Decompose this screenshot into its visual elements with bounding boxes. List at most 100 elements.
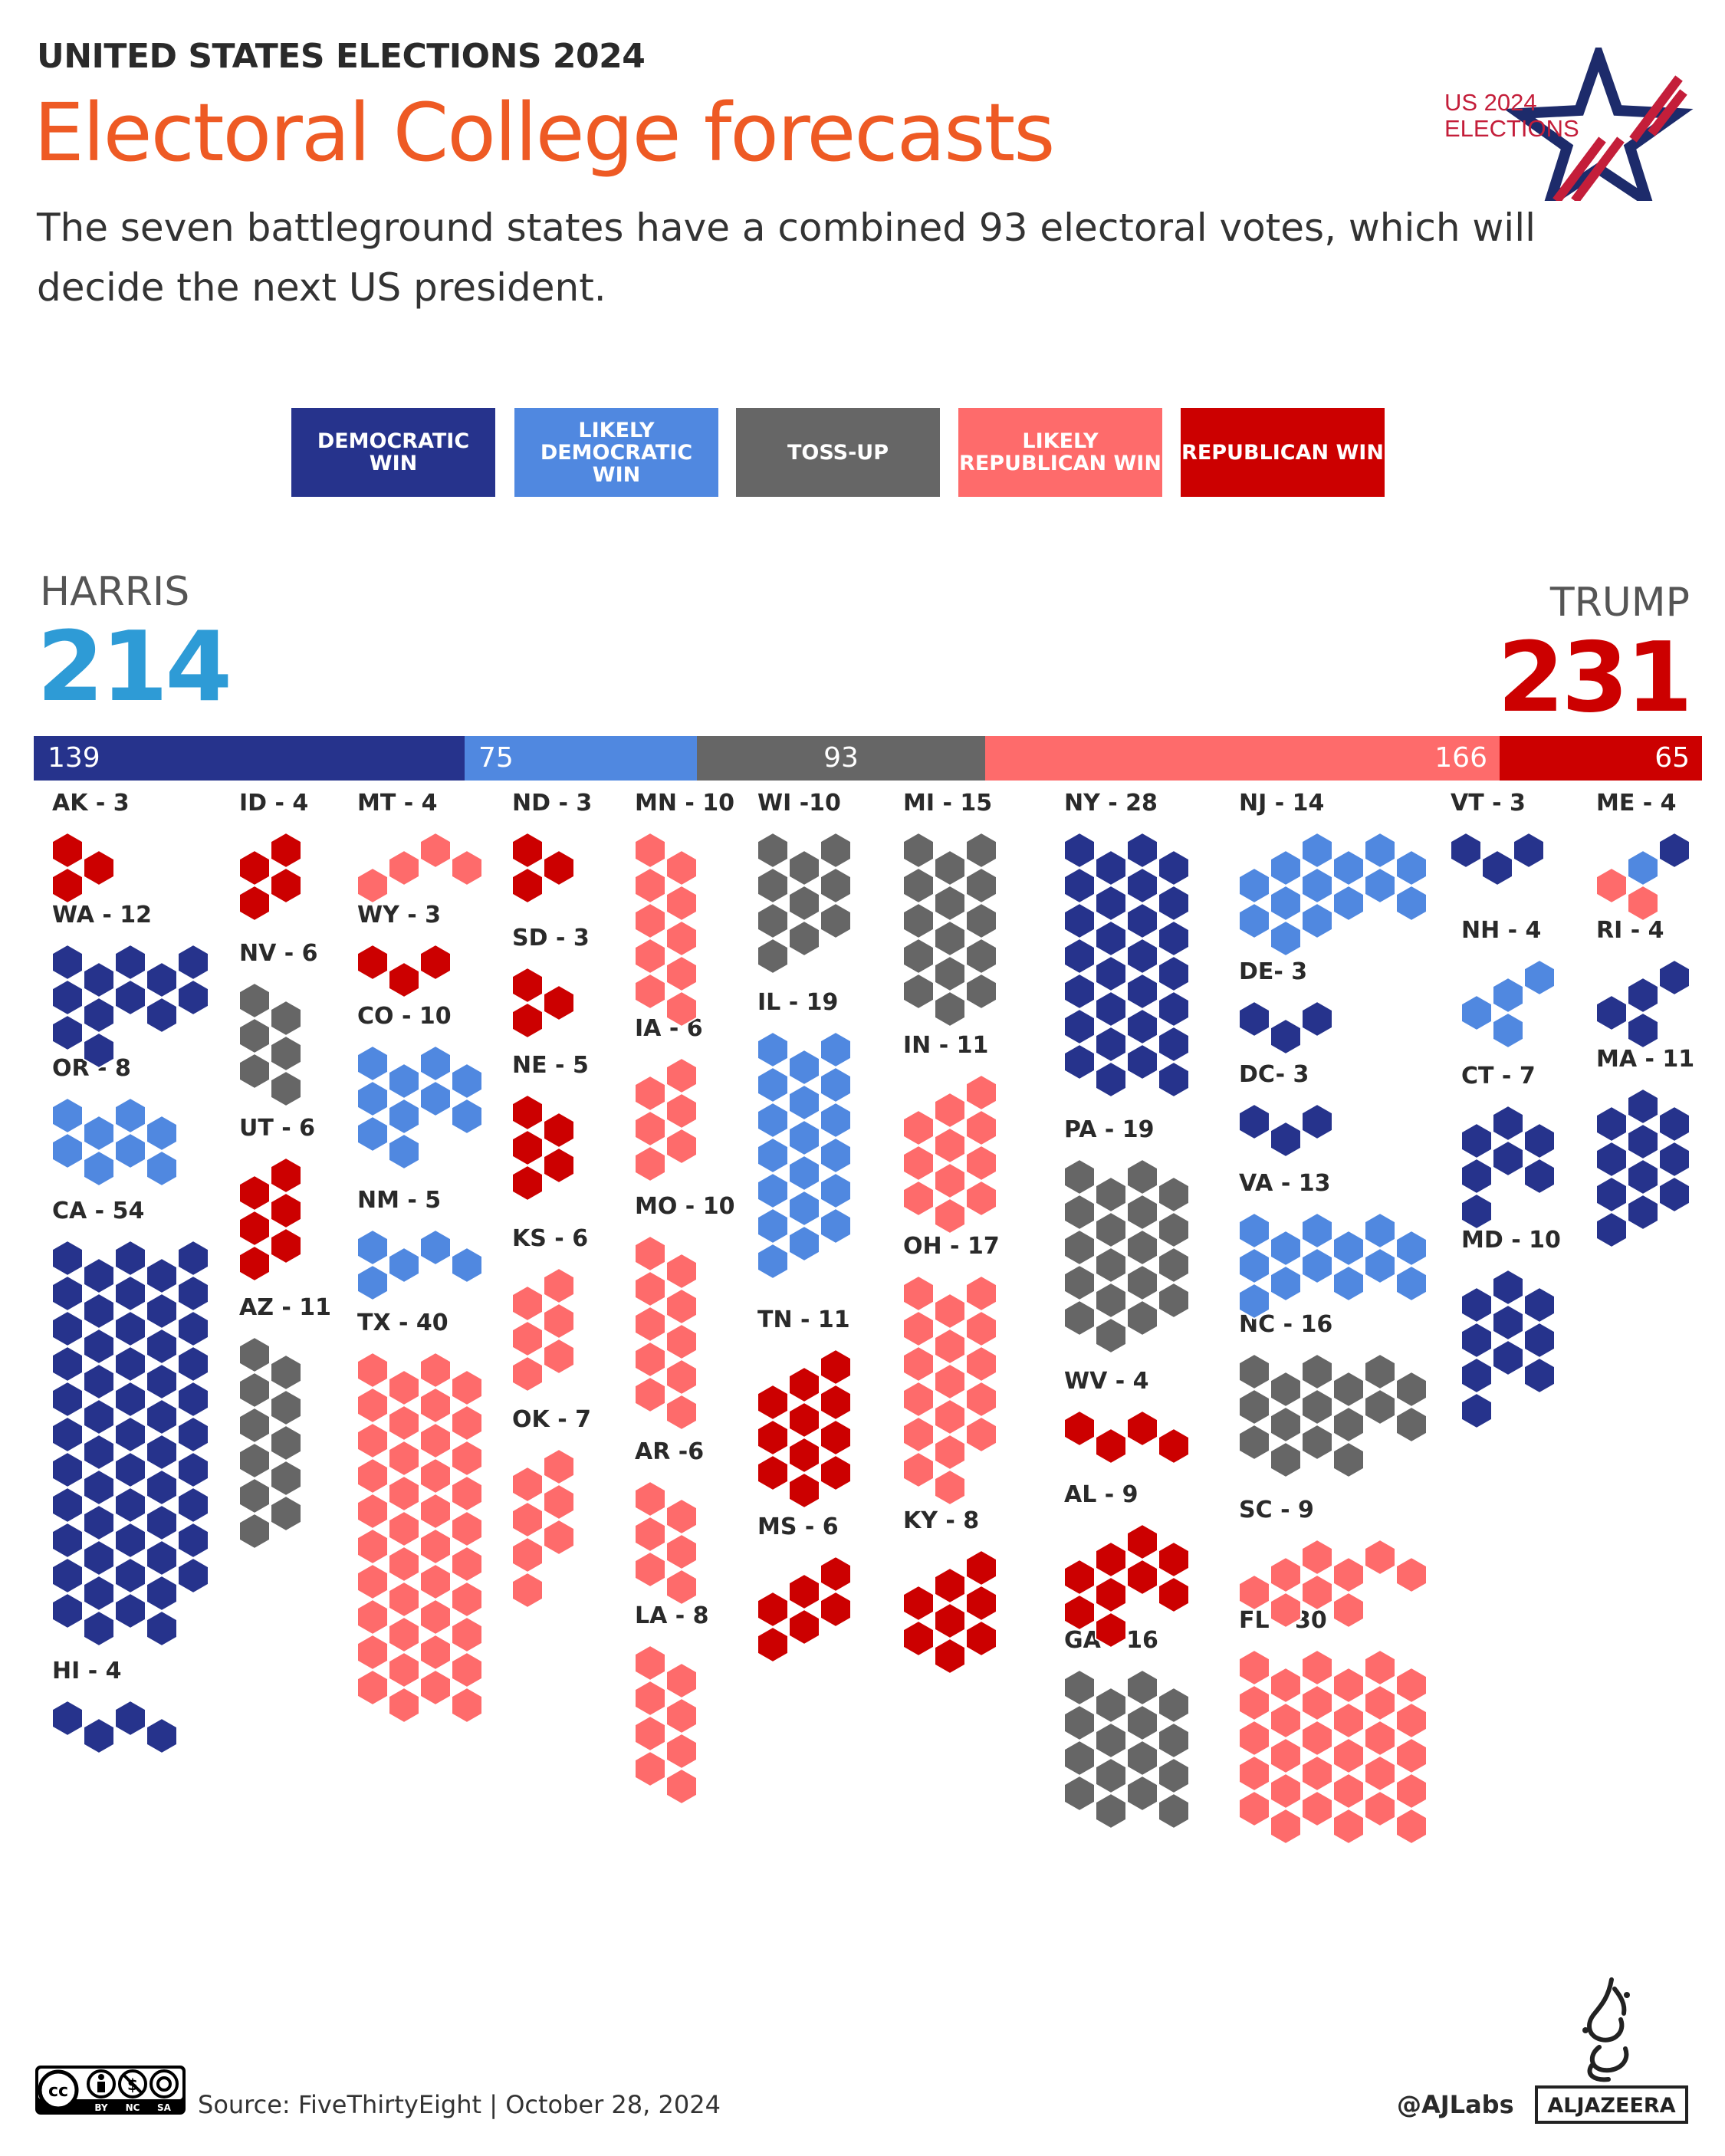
hex-mo — [634, 1270, 666, 1308]
hex-tx — [356, 1457, 389, 1495]
hex-ct — [1492, 1139, 1524, 1178]
state-hexes-mt — [356, 831, 483, 905]
hex-nm — [419, 1228, 452, 1267]
hex-fl — [1364, 1754, 1396, 1793]
hex-ok — [543, 1448, 575, 1486]
harris-name: HARRIS — [40, 569, 190, 615]
hex-az — [270, 1459, 302, 1497]
state-label-in: IN - 11 — [903, 1032, 989, 1059]
hex-tx — [388, 1510, 420, 1548]
hex-ny — [1063, 1043, 1096, 1081]
state-label-me: ME - 4 — [1596, 790, 1677, 817]
hex-wi — [820, 831, 852, 869]
hex-ca — [83, 1257, 115, 1295]
hex-tx — [388, 1686, 420, 1724]
hex-md — [1523, 1286, 1556, 1324]
hex-ks — [543, 1267, 575, 1305]
hex-sc — [1332, 1591, 1365, 1629]
hex-tx — [356, 1527, 389, 1566]
state-hexes-nv — [238, 981, 302, 1108]
hex-ny — [1126, 902, 1158, 940]
hex-ut — [270, 1156, 302, 1195]
hex-fl — [1332, 1772, 1365, 1810]
hex-al — [1095, 1611, 1127, 1649]
hex-vt — [1450, 831, 1482, 869]
hex-pa — [1095, 1281, 1127, 1320]
hex-ia — [665, 1092, 698, 1130]
state-label-nh: NH - 4 — [1461, 917, 1542, 944]
hex-ga — [1126, 1739, 1158, 1777]
hex-pa — [1158, 1246, 1190, 1284]
hex-ms — [820, 1590, 852, 1629]
hex-il — [820, 1101, 852, 1139]
hex-il — [820, 1030, 852, 1069]
hex-il — [757, 1172, 789, 1210]
state-hexes-nm — [356, 1228, 483, 1302]
hex-ca — [51, 1486, 84, 1524]
hex-pa — [1126, 1264, 1158, 1302]
hex-nc — [1395, 1370, 1428, 1408]
state-hexes-tx — [356, 1351, 483, 1724]
hex-ca — [177, 1451, 209, 1489]
state-hexes-ut — [238, 1156, 302, 1283]
hex-fl — [1395, 1807, 1428, 1845]
state-hexes-in — [902, 1073, 997, 1235]
hex-az — [238, 1477, 271, 1515]
hex-ca — [146, 1504, 178, 1542]
hex-oh — [902, 1310, 935, 1348]
state-hexes-sc — [1238, 1538, 1428, 1629]
hex-va — [1332, 1229, 1365, 1267]
hex-oh — [934, 1468, 966, 1507]
state-hexes-ct — [1460, 1104, 1556, 1231]
hex-me — [1627, 884, 1659, 922]
hex-fl — [1364, 1648, 1396, 1687]
hex-ca — [146, 1539, 178, 1577]
hex-ny — [1095, 884, 1127, 922]
hex-az — [270, 1494, 302, 1533]
hex-pa — [1063, 1193, 1096, 1231]
hex-oh — [965, 1310, 997, 1348]
hex-nj — [1332, 849, 1365, 887]
hex-ga — [1126, 1704, 1158, 1742]
hex-ms — [757, 1625, 789, 1664]
hex-fl — [1364, 1719, 1396, 1757]
hex-il — [757, 1066, 789, 1104]
hex-ny — [1158, 849, 1190, 887]
hex-il — [788, 1083, 820, 1122]
hex-tx — [356, 1668, 389, 1707]
hex-nj — [1364, 831, 1396, 869]
hex-mo — [665, 1323, 698, 1361]
hex-mi — [902, 972, 935, 1011]
hex-vt — [1513, 831, 1545, 869]
hex-tx — [388, 1580, 420, 1619]
hex-tx — [419, 1598, 452, 1636]
hex-or — [51, 1096, 84, 1135]
hex-fl — [1301, 1719, 1333, 1757]
hex-ny — [1063, 1007, 1096, 1046]
hex-co — [419, 1080, 452, 1118]
hex-fl — [1270, 1772, 1302, 1810]
hex-ca — [51, 1310, 84, 1348]
hex-id — [238, 884, 271, 922]
hex-ca — [146, 1327, 178, 1366]
subtitle: The seven battleground states have a com… — [37, 205, 1536, 310]
hex-sc — [1238, 1573, 1270, 1612]
hex-tn — [757, 1454, 789, 1492]
hex-nc — [1332, 1441, 1365, 1479]
hex-sc — [1395, 1556, 1428, 1594]
hex-ca — [177, 1239, 209, 1277]
hex-va — [1270, 1264, 1302, 1303]
hex-mt — [419, 831, 452, 869]
state-hexes-sd — [511, 966, 575, 1040]
hex-co — [451, 1097, 483, 1136]
state-hexes-oh — [902, 1274, 997, 1507]
hex-ca — [51, 1380, 84, 1418]
hex-ky — [965, 1549, 997, 1587]
hex-il — [757, 1242, 789, 1280]
state-hexes-or — [51, 1096, 178, 1188]
hex-tx — [356, 1351, 389, 1389]
hex-ca — [83, 1539, 115, 1577]
cc-nc-label: NC — [126, 2102, 140, 2113]
hex-ca — [83, 1609, 115, 1648]
